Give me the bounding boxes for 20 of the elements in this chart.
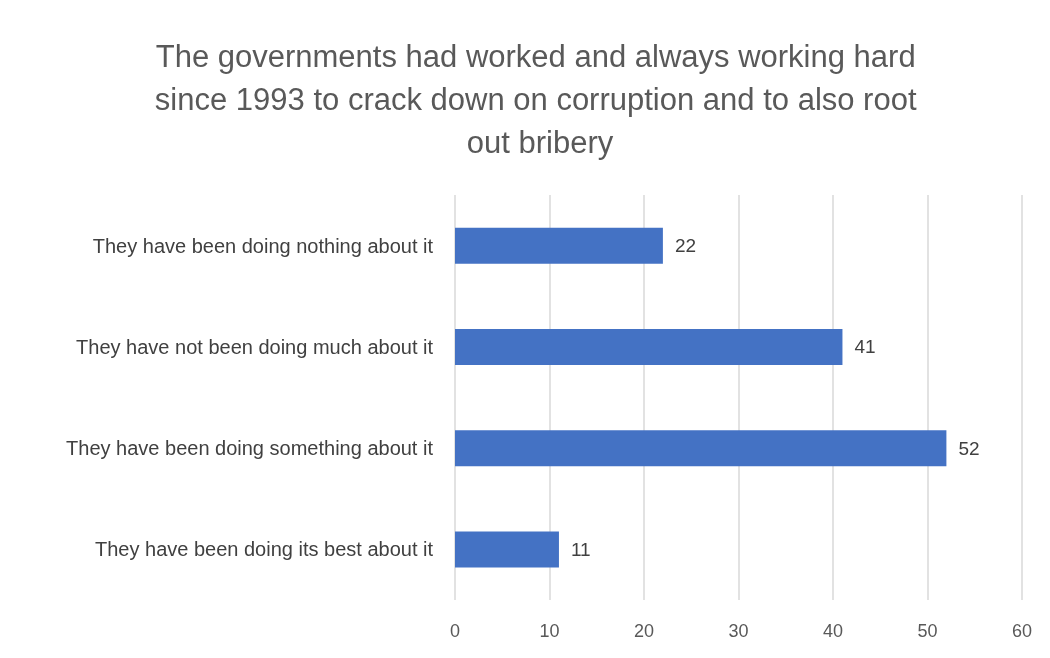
x-tick-label: 0 (449, 621, 461, 641)
x-tick-label: 30 (728, 621, 749, 641)
chart-title: The governments had worked and always working hard since 1993 to crack down on corruption and to also root out bribery (154, 39, 926, 160)
bar (455, 430, 947, 467)
x-tick-label: 60 (1011, 621, 1033, 641)
data-label: 41 (854, 336, 876, 358)
bar (455, 227, 663, 264)
y-tick-label: They have been doing its best about it (94, 538, 434, 561)
x-tick-label: 50 (917, 621, 938, 641)
y-tick-label: They have been doing something about it (66, 437, 434, 460)
y-tick-label: They have been doing nothing about it (92, 234, 434, 257)
data-label: 11 (570, 538, 591, 560)
y-tick-label: They have not been doing much about it (76, 335, 434, 358)
bar (455, 328, 843, 365)
x-tick-label: 40 (822, 621, 844, 641)
data-label: 52 (958, 437, 980, 459)
bar (455, 531, 559, 568)
data-label: 22 (674, 235, 697, 257)
x-tick-label: 20 (633, 621, 655, 641)
x-tick-label: 10 (539, 621, 560, 641)
